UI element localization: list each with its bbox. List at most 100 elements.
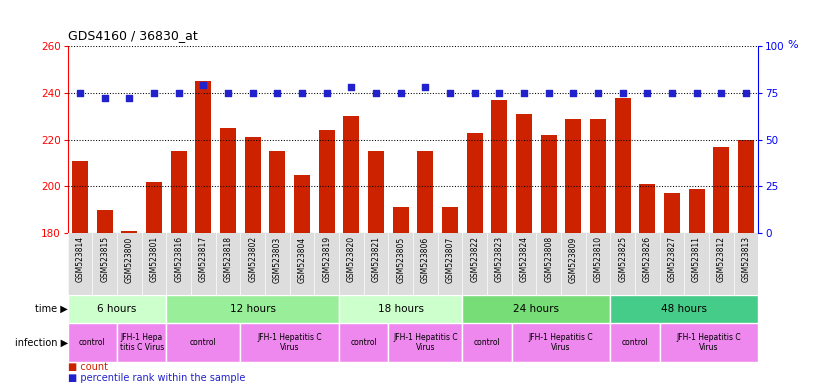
Text: GSM523803: GSM523803 bbox=[273, 236, 282, 283]
Point bbox=[123, 95, 136, 101]
Text: 18 hours: 18 hours bbox=[377, 304, 424, 314]
Text: control: control bbox=[79, 338, 106, 347]
Bar bbox=[463, 323, 511, 362]
Bar bbox=[117, 323, 166, 362]
Text: GSM523824: GSM523824 bbox=[520, 236, 529, 282]
Bar bbox=[610, 295, 758, 323]
Point bbox=[542, 90, 555, 96]
Text: GSM523801: GSM523801 bbox=[150, 236, 159, 282]
Point bbox=[492, 90, 506, 96]
Text: JFH-1 Hepatitis C
Virus: JFH-1 Hepatitis C Virus bbox=[529, 333, 593, 352]
Point bbox=[665, 90, 678, 96]
Text: ■ percentile rank within the sample: ■ percentile rank within the sample bbox=[68, 373, 245, 383]
Bar bbox=[392, 207, 409, 233]
Text: GSM523807: GSM523807 bbox=[445, 236, 454, 283]
Bar bbox=[442, 207, 458, 233]
Point bbox=[567, 90, 580, 96]
Point bbox=[419, 84, 432, 90]
Bar bbox=[240, 323, 339, 362]
Text: infection ▶: infection ▶ bbox=[15, 338, 68, 348]
Bar bbox=[467, 132, 482, 233]
Point bbox=[172, 90, 185, 96]
Point bbox=[221, 90, 235, 96]
Text: JFH-1 Hepatitis C
Virus: JFH-1 Hepatitis C Virus bbox=[258, 333, 322, 352]
Bar bbox=[220, 128, 236, 233]
Text: GSM523827: GSM523827 bbox=[667, 236, 676, 282]
Text: GSM523812: GSM523812 bbox=[717, 236, 726, 282]
Bar bbox=[339, 323, 388, 362]
Text: GSM523805: GSM523805 bbox=[396, 236, 406, 283]
Text: GSM523821: GSM523821 bbox=[372, 236, 381, 282]
Bar bbox=[463, 295, 610, 323]
Bar bbox=[541, 135, 557, 233]
Y-axis label: %: % bbox=[787, 40, 798, 50]
Bar bbox=[68, 323, 117, 362]
Text: GSM523814: GSM523814 bbox=[75, 236, 84, 282]
Text: GSM523825: GSM523825 bbox=[618, 236, 627, 282]
Text: GSM523808: GSM523808 bbox=[544, 236, 553, 282]
Point bbox=[296, 90, 309, 96]
Bar bbox=[146, 182, 162, 233]
Text: 24 hours: 24 hours bbox=[513, 304, 559, 314]
Point bbox=[641, 90, 654, 96]
Bar bbox=[491, 100, 507, 233]
Text: GSM523816: GSM523816 bbox=[174, 236, 183, 282]
Point bbox=[320, 90, 334, 96]
Text: control: control bbox=[622, 338, 648, 347]
Bar bbox=[294, 175, 310, 233]
Bar bbox=[388, 323, 463, 362]
Text: JFH-1 Hepatitis C
Virus: JFH-1 Hepatitis C Virus bbox=[393, 333, 458, 352]
Bar bbox=[511, 323, 610, 362]
Bar bbox=[339, 295, 463, 323]
Point bbox=[147, 90, 160, 96]
Text: GSM523822: GSM523822 bbox=[470, 236, 479, 282]
Bar bbox=[738, 140, 754, 233]
Text: control: control bbox=[350, 338, 377, 347]
Point bbox=[444, 90, 457, 96]
Text: 12 hours: 12 hours bbox=[230, 304, 276, 314]
Text: GSM523804: GSM523804 bbox=[297, 236, 306, 283]
Bar bbox=[590, 119, 606, 233]
Text: GSM523823: GSM523823 bbox=[495, 236, 504, 282]
Bar bbox=[689, 189, 705, 233]
Bar bbox=[565, 119, 582, 233]
Text: time ▶: time ▶ bbox=[35, 304, 68, 314]
Text: control: control bbox=[473, 338, 501, 347]
Bar bbox=[244, 137, 261, 233]
Text: GSM523818: GSM523818 bbox=[224, 236, 233, 282]
Bar bbox=[417, 151, 434, 233]
Bar bbox=[121, 231, 137, 233]
Text: GSM523815: GSM523815 bbox=[100, 236, 109, 282]
Text: GSM523810: GSM523810 bbox=[593, 236, 602, 282]
Text: 6 hours: 6 hours bbox=[97, 304, 137, 314]
Point bbox=[344, 84, 358, 90]
Point bbox=[517, 90, 530, 96]
Text: JFH-1 Hepa
titis C Virus: JFH-1 Hepa titis C Virus bbox=[120, 333, 164, 352]
Point bbox=[616, 90, 629, 96]
Bar bbox=[610, 323, 660, 362]
Bar bbox=[166, 323, 240, 362]
Point bbox=[714, 90, 728, 96]
Text: GSM523806: GSM523806 bbox=[420, 236, 430, 283]
Text: JFH-1 Hepatitis C
Virus: JFH-1 Hepatitis C Virus bbox=[676, 333, 741, 352]
Bar bbox=[615, 98, 630, 233]
Bar bbox=[97, 210, 112, 233]
Point bbox=[690, 90, 703, 96]
Bar bbox=[68, 295, 166, 323]
Point bbox=[739, 90, 752, 96]
Bar bbox=[660, 323, 758, 362]
Text: ■ count: ■ count bbox=[68, 362, 107, 372]
Bar bbox=[368, 151, 384, 233]
Bar bbox=[171, 151, 187, 233]
Bar bbox=[516, 114, 532, 233]
Point bbox=[246, 90, 259, 96]
Bar bbox=[344, 116, 359, 233]
Point bbox=[394, 90, 407, 96]
Text: GSM523800: GSM523800 bbox=[125, 236, 134, 283]
Bar bbox=[664, 194, 680, 233]
Bar bbox=[72, 161, 88, 233]
Text: GSM523802: GSM523802 bbox=[248, 236, 257, 282]
Text: GSM523817: GSM523817 bbox=[199, 236, 208, 282]
Bar bbox=[196, 81, 211, 233]
Text: GSM523809: GSM523809 bbox=[569, 236, 578, 283]
